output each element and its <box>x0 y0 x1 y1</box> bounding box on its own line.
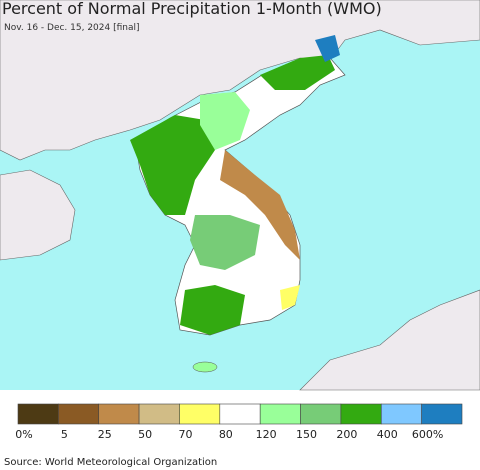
subtitle: Nov. 16 - Dec. 15, 2024 [final] <box>4 23 140 33</box>
title: Percent of Normal Precipitation 1-Month … <box>2 0 382 18</box>
legend-label: 5 <box>61 428 68 441</box>
legend-swatch <box>340 403 382 425</box>
legend-label: 80 <box>219 428 233 441</box>
area <box>200 92 250 150</box>
legend: 0% 5 25 50 70 80 120 150 200 400 600% <box>15 403 463 441</box>
legend-label: 600% <box>412 428 443 441</box>
area <box>180 285 245 335</box>
area <box>260 55 335 90</box>
legend-label: 200 <box>336 428 357 441</box>
legend-swatch <box>259 403 301 425</box>
legend-label: 120 <box>256 428 277 441</box>
shandong <box>0 169 76 261</box>
area <box>280 285 300 310</box>
legend-swatch <box>219 403 261 425</box>
mainland <box>0 0 480 161</box>
area <box>315 35 340 62</box>
legend-label: 25 <box>98 428 112 441</box>
legend-swatch <box>138 403 180 425</box>
legend-swatch <box>58 403 100 425</box>
legend-label: 0% <box>15 428 32 441</box>
legend-label: 150 <box>296 428 317 441</box>
jeju <box>192 361 218 373</box>
source: Source: World Meteorological Organizatio… <box>4 457 217 468</box>
legend-label: 50 <box>138 428 152 441</box>
legend-label: 400 <box>377 428 398 441</box>
legend-swatch <box>17 403 59 425</box>
area <box>130 115 215 215</box>
legend-swatch <box>300 403 342 425</box>
legend-swatch <box>380 403 422 425</box>
legend-swatch <box>179 403 221 425</box>
japan <box>299 289 480 391</box>
area <box>220 150 300 260</box>
legend-label: 70 <box>178 428 192 441</box>
legend-swatch <box>98 403 140 425</box>
area <box>190 215 260 270</box>
legend-swatch <box>421 403 463 425</box>
